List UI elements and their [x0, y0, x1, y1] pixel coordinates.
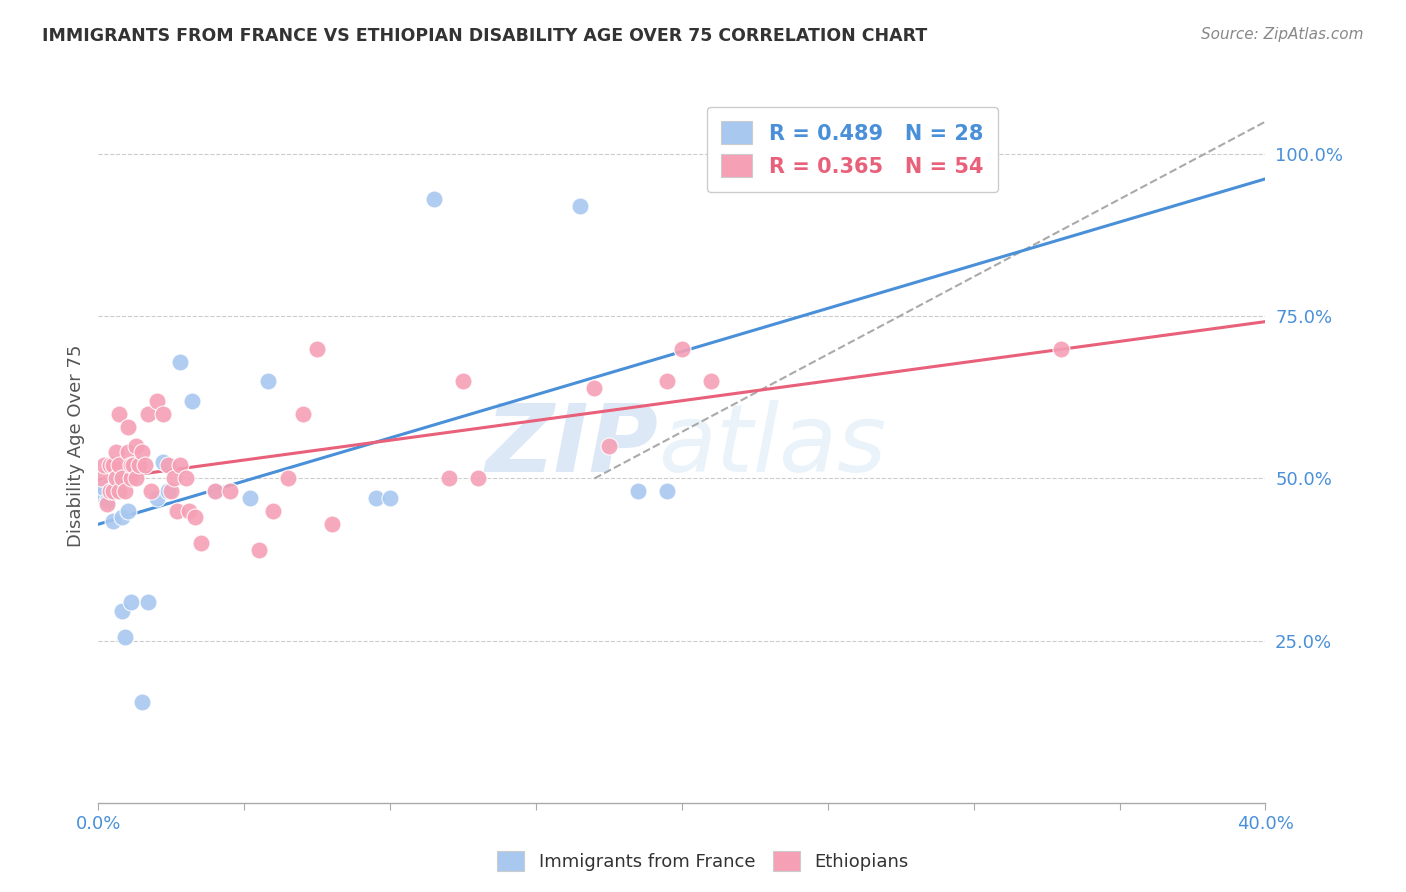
Point [1050, 342, 1073, 356]
Y-axis label: Disability Age Over 75: Disability Age Over 75 [66, 344, 84, 548]
Point [166, 504, 188, 518]
Point [98, 478, 121, 492]
Point [131, 445, 153, 459]
Legend: R = 0.489   N = 28, R = 0.365   N = 54: R = 0.489 N = 28, R = 0.365 N = 54 [707, 107, 998, 192]
Point [104, 445, 127, 459]
Point [204, 484, 226, 499]
Point [98, 458, 121, 473]
Point [657, 484, 679, 499]
Point [568, 199, 591, 213]
Point [277, 471, 299, 485]
Point [122, 458, 145, 473]
Point [583, 381, 606, 395]
Point [700, 374, 723, 388]
Point [125, 471, 148, 485]
Point [120, 595, 142, 609]
Point [180, 393, 202, 408]
Point [101, 458, 124, 473]
Point [146, 393, 169, 408]
Point [174, 471, 197, 485]
Point [114, 484, 136, 499]
Point [125, 439, 148, 453]
Point [136, 407, 159, 421]
Point [262, 504, 284, 518]
Point [451, 374, 474, 388]
Point [467, 471, 489, 485]
Point [204, 484, 226, 499]
Point [169, 458, 191, 473]
Point [218, 484, 240, 499]
Point [131, 695, 153, 709]
Point [139, 484, 162, 499]
Point [136, 595, 159, 609]
Point [169, 354, 191, 368]
Point [117, 445, 139, 459]
Point [437, 471, 460, 485]
Point [108, 484, 131, 499]
Point [423, 193, 446, 207]
Point [120, 458, 142, 473]
Point [183, 510, 205, 524]
Point [117, 504, 139, 518]
Point [321, 516, 343, 531]
Point [307, 342, 329, 356]
Point [177, 504, 200, 518]
Point [291, 407, 314, 421]
Point [627, 484, 650, 499]
Point [108, 458, 131, 473]
Point [671, 342, 693, 356]
Text: IMMIGRANTS FROM FRANCE VS ETHIOPIAN DISABILITY AGE OVER 75 CORRELATION CHART: IMMIGRANTS FROM FRANCE VS ETHIOPIAN DISA… [42, 27, 928, 45]
Point [101, 514, 124, 528]
Point [93, 458, 115, 473]
Point [157, 484, 180, 499]
Legend: Immigrants from France, Ethiopians: Immigrants from France, Ethiopians [489, 844, 917, 879]
Point [152, 455, 174, 469]
Point [247, 542, 270, 557]
Point [111, 510, 134, 524]
Point [380, 491, 402, 505]
Point [146, 491, 169, 505]
Point [93, 481, 115, 495]
Point [104, 471, 127, 485]
Point [128, 458, 150, 473]
Point [364, 491, 387, 505]
Point [90, 488, 112, 502]
Text: Source: ZipAtlas.com: Source: ZipAtlas.com [1201, 27, 1364, 42]
Point [598, 439, 620, 453]
Point [90, 471, 112, 485]
Text: ZIP: ZIP [485, 400, 658, 492]
Point [190, 536, 212, 550]
Point [96, 494, 118, 508]
Point [108, 484, 131, 499]
Text: atlas: atlas [658, 401, 887, 491]
Point [160, 484, 183, 499]
Point [256, 374, 278, 388]
Point [120, 471, 142, 485]
Point [104, 471, 127, 485]
Point [98, 484, 121, 499]
Point [114, 631, 136, 645]
Point [111, 604, 134, 618]
Point [239, 491, 262, 505]
Point [101, 484, 124, 499]
Point [111, 471, 134, 485]
Point [152, 407, 174, 421]
Point [134, 458, 156, 473]
Point [157, 458, 180, 473]
Point [117, 419, 139, 434]
Point [96, 497, 118, 511]
Point [657, 374, 679, 388]
Point [163, 471, 186, 485]
Point [108, 407, 131, 421]
